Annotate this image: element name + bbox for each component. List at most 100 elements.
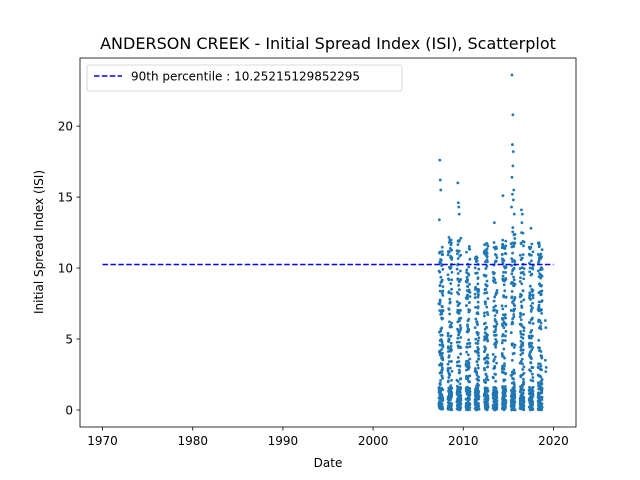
scatter-point — [459, 253, 463, 257]
scatter-point — [476, 282, 480, 286]
x-tick-label: 2010 — [448, 434, 479, 448]
scatter-point — [501, 322, 504, 326]
scatter-point — [486, 353, 489, 357]
scatter-point — [520, 208, 523, 212]
scatter-point — [503, 406, 507, 410]
scatter-point — [467, 361, 471, 365]
scatter-point — [544, 370, 548, 374]
scatter-point — [456, 239, 460, 243]
y-tick-label: 5 — [65, 332, 73, 346]
scatter-point — [467, 290, 471, 294]
scatter-point — [522, 401, 525, 405]
scatter-point — [510, 295, 514, 299]
scatter-point — [447, 372, 451, 376]
scatter-point — [493, 295, 497, 299]
scatter-point — [437, 350, 441, 354]
scatter-point — [528, 291, 532, 295]
scatter-point — [486, 244, 490, 248]
scatter-point — [467, 338, 471, 342]
scatter-point — [477, 288, 480, 292]
scatter-point — [530, 391, 534, 395]
scatter-point — [521, 351, 525, 355]
scatter-point — [456, 336, 460, 340]
scatter-point — [504, 316, 507, 320]
plot-area-frame — [79, 57, 577, 428]
scatter-point — [504, 295, 508, 299]
scatter-point — [477, 267, 481, 271]
scatter-point — [439, 188, 443, 192]
scatter-point — [484, 287, 488, 291]
scatter-point — [466, 323, 469, 327]
scatter-point — [522, 371, 526, 375]
scatter-point — [446, 346, 450, 350]
scatter-point — [493, 260, 497, 264]
scatter-point — [476, 333, 480, 336]
scatter-point — [528, 284, 532, 288]
scatter-point — [529, 273, 533, 277]
scatter-point — [459, 352, 463, 356]
scatter-point — [458, 377, 462, 381]
scatter-point — [521, 348, 525, 352]
scatter-point — [438, 284, 442, 287]
scatter-point — [483, 291, 487, 295]
scatter-point — [538, 396, 542, 400]
scatter-point — [439, 379, 442, 382]
scatter-point — [521, 391, 525, 395]
scatter-point — [465, 365, 469, 368]
scatter-point — [528, 296, 531, 300]
scatter-point — [457, 205, 461, 209]
scatter-point — [466, 342, 469, 346]
scatter-point — [522, 396, 526, 400]
scatter-point — [467, 245, 471, 248]
scatter-point — [504, 323, 508, 327]
scatter-point — [484, 300, 487, 304]
scatter-point — [456, 356, 460, 359]
scatter-point — [529, 330, 533, 334]
scatter-point — [510, 358, 514, 362]
scatter-point — [446, 249, 450, 253]
scatter-point — [475, 360, 479, 363]
scatter-point — [520, 342, 524, 346]
scatter-point — [494, 253, 498, 257]
scatter-point — [528, 388, 532, 391]
scatter-point — [511, 143, 514, 146]
scatter-point — [502, 294, 505, 298]
scatter-point — [531, 296, 535, 300]
scatter-point — [467, 328, 471, 331]
scatter-point — [476, 339, 480, 343]
scatter-point — [440, 250, 444, 253]
scatter-point — [486, 365, 490, 369]
scatter-point — [539, 276, 543, 280]
scatter-point — [449, 256, 452, 260]
scatter-point — [485, 325, 489, 329]
scatter-point — [531, 334, 534, 338]
scatter-point — [438, 301, 441, 305]
scatter-point — [529, 395, 533, 398]
scatter-point — [522, 365, 526, 369]
scatter-point — [473, 292, 477, 296]
scatter-point — [504, 239, 508, 243]
scatter-point — [512, 212, 516, 216]
scatter-point — [528, 247, 532, 250]
scatter-point — [455, 300, 459, 304]
scatter-point — [500, 407, 504, 411]
scatter-point — [465, 385, 469, 389]
scatter-point — [537, 401, 540, 405]
scatter-point — [441, 285, 445, 288]
scatter-point — [502, 367, 506, 371]
scatter-point — [441, 317, 445, 320]
scatter-point — [540, 368, 543, 372]
scatter-point — [465, 250, 468, 254]
scatter-point — [485, 305, 489, 309]
scatter-point — [485, 310, 489, 314]
scatter-point — [504, 244, 508, 248]
scatter-point — [540, 267, 544, 271]
scatter-point — [521, 333, 525, 336]
scatter-point — [501, 338, 505, 342]
x-tick-label: 1980 — [177, 434, 208, 448]
scatter-point — [449, 282, 453, 286]
scatter-point — [502, 347, 506, 351]
scatter-point — [465, 304, 468, 307]
scatter-point — [485, 375, 489, 379]
scatter-point — [482, 314, 486, 318]
